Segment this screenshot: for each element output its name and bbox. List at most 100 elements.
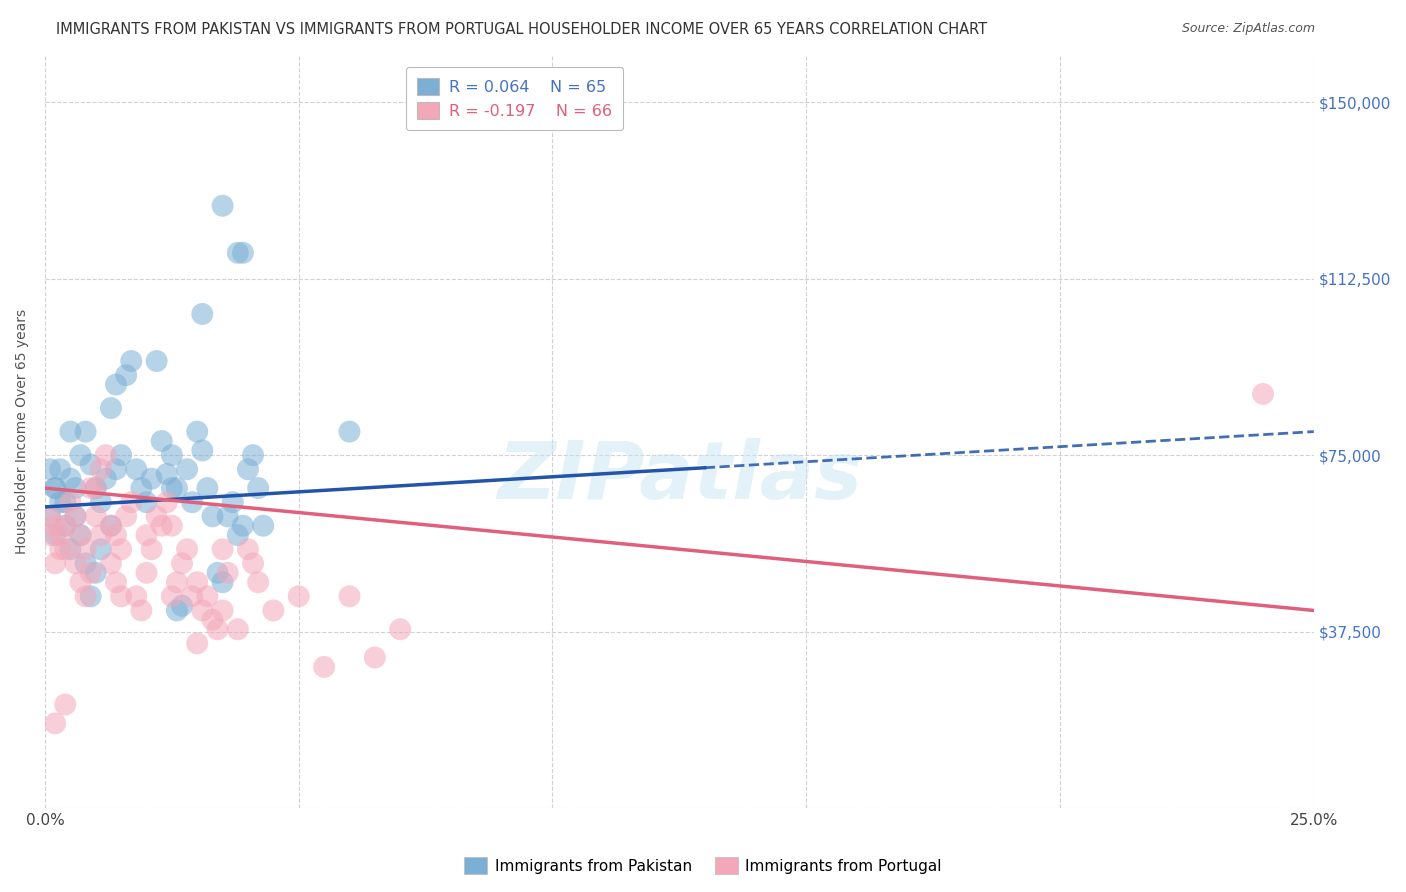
Text: ZIPatlas: ZIPatlas [496, 438, 862, 516]
Legend: R = 0.064    N = 65, R = -0.197    N = 66: R = 0.064 N = 65, R = -0.197 N = 66 [406, 67, 623, 130]
Point [105, 528, 128, 542]
Point [160, 481, 183, 495]
Point [115, 368, 138, 383]
Point [110, 448, 132, 462]
Point [211, 603, 233, 617]
Point [211, 542, 233, 557]
Point [69, 528, 91, 542]
Point [160, 448, 183, 462]
Point [236, 462, 259, 476]
Point [94, 448, 117, 462]
Point [79, 481, 101, 495]
Point [44, 481, 66, 495]
Point [59, 425, 82, 439]
Point [207, 566, 229, 580]
Point [90, 542, 112, 557]
Point [339, 590, 361, 604]
Point [314, 660, 336, 674]
Point [59, 542, 82, 557]
Point [211, 199, 233, 213]
Text: Source: ZipAtlas.com: Source: ZipAtlas.com [1181, 22, 1315, 36]
Point [232, 518, 254, 533]
Point [100, 518, 122, 533]
Point [75, 542, 97, 557]
Point [170, 557, 193, 571]
Point [191, 603, 214, 617]
Point [141, 542, 163, 557]
Point [79, 566, 101, 580]
Point [247, 481, 270, 495]
Point [65, 557, 87, 571]
Point [191, 307, 214, 321]
Point [287, 590, 309, 604]
Point [90, 462, 112, 476]
Legend: Immigrants from Pakistan, Immigrants from Portugal: Immigrants from Pakistan, Immigrants fro… [458, 851, 948, 880]
Point [145, 509, 167, 524]
Point [53, 495, 76, 509]
Point [131, 603, 153, 617]
Point [181, 590, 204, 604]
Point [166, 575, 188, 590]
Point [44, 557, 66, 571]
Point [207, 622, 229, 636]
Point [105, 575, 128, 590]
Point [69, 448, 91, 462]
Point [160, 518, 183, 533]
Point [1251, 387, 1274, 401]
Point [105, 462, 128, 476]
Point [53, 542, 76, 557]
Point [75, 557, 97, 571]
Point [364, 650, 387, 665]
Point [44, 518, 66, 533]
Point [53, 518, 76, 533]
Point [131, 481, 153, 495]
Point [94, 472, 117, 486]
Point [53, 518, 76, 533]
Point [141, 472, 163, 486]
Point [100, 401, 122, 415]
Point [65, 481, 87, 495]
Point [110, 590, 132, 604]
Point [65, 509, 87, 524]
Point [195, 481, 218, 495]
Point [170, 599, 193, 613]
Point [125, 590, 148, 604]
Point [90, 495, 112, 509]
Point [242, 448, 264, 462]
Point [110, 542, 132, 557]
Point [44, 481, 66, 495]
Point [201, 509, 224, 524]
Point [156, 467, 179, 481]
Point [247, 575, 270, 590]
Point [242, 557, 264, 571]
Point [166, 481, 188, 495]
Point [226, 528, 249, 542]
Point [100, 518, 122, 533]
Point [125, 462, 148, 476]
Point [135, 528, 157, 542]
Point [195, 590, 218, 604]
Point [69, 528, 91, 542]
Point [217, 509, 239, 524]
Point [84, 481, 107, 495]
Point [186, 575, 208, 590]
Point [186, 636, 208, 650]
Point [44, 528, 66, 542]
Point [150, 518, 173, 533]
Y-axis label: Householder Income Over 65 years: Householder Income Over 65 years [15, 309, 30, 554]
Point [181, 495, 204, 509]
Point [44, 716, 66, 731]
Point [135, 566, 157, 580]
Point [100, 557, 122, 571]
Point [226, 245, 249, 260]
Point [389, 622, 412, 636]
Point [120, 495, 142, 509]
Point [75, 425, 97, 439]
Point [339, 425, 361, 439]
Point [217, 566, 239, 580]
Point [252, 518, 274, 533]
Point [49, 528, 72, 542]
Point [201, 613, 224, 627]
Point [135, 495, 157, 509]
Point [79, 590, 101, 604]
